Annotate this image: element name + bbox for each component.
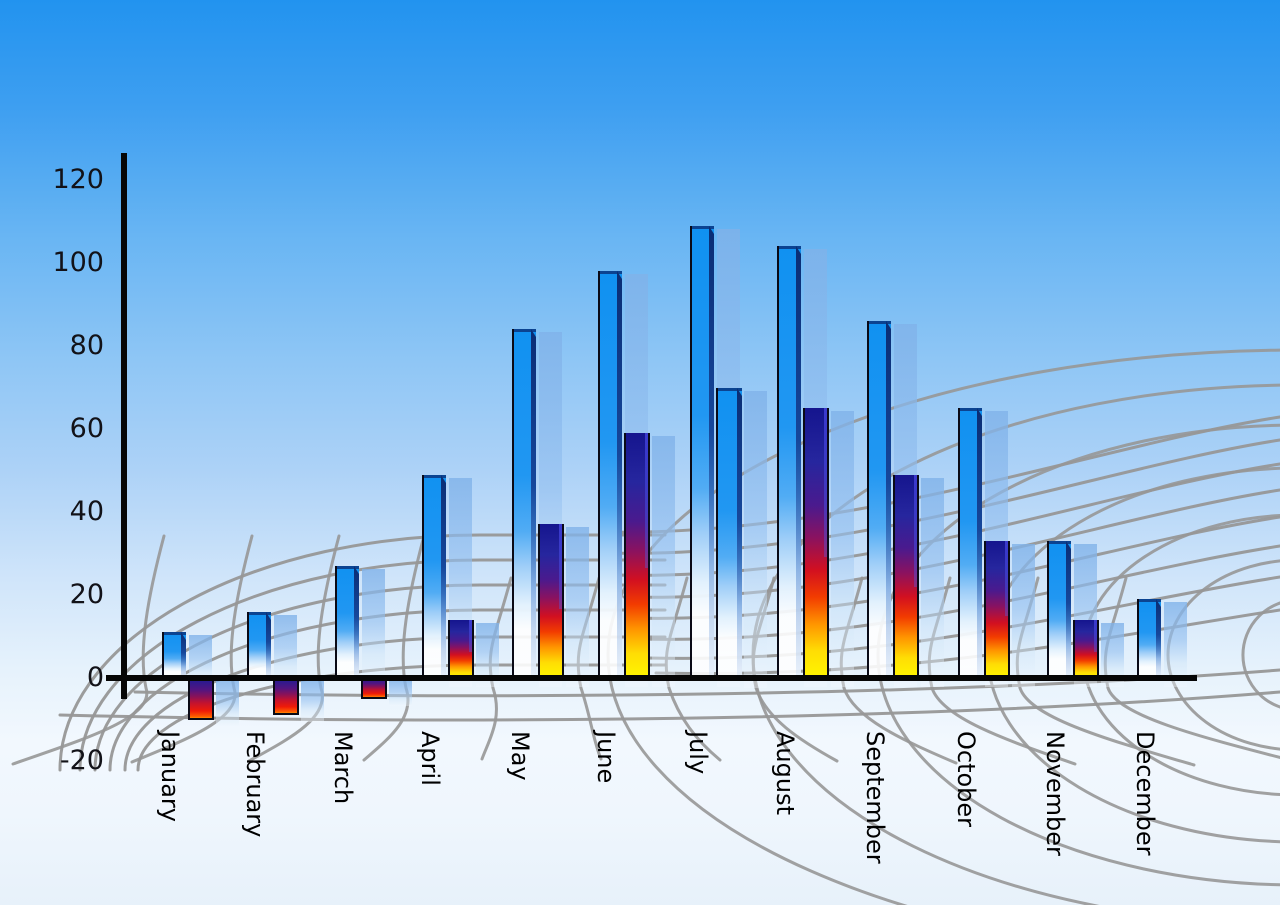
x-label-november: November [1041, 731, 1069, 856]
grid-line [480, 576, 513, 761]
bar-august-secondary [803, 408, 829, 678]
bar-january-secondary-echo [216, 681, 239, 727]
bar-february-secondary-echo [301, 681, 324, 722]
grid-line [1241, 601, 1280, 709]
x-label-march: March [329, 731, 357, 805]
x-axis-line [106, 675, 1197, 681]
grid-line [93, 583, 667, 772]
bar-june-primary [598, 271, 622, 678]
y-tick-label-100: 100 [52, 247, 104, 278]
grid-line [58, 690, 1280, 722]
bar-september-secondary-echo [921, 478, 944, 687]
bar-october-secondary [984, 541, 1010, 678]
x-label-august: August [771, 731, 799, 815]
bar-may-secondary [538, 524, 564, 678]
y-tick-label-20: 20 [69, 579, 104, 610]
bar-april-primary [422, 475, 446, 678]
bar-july-secondary [716, 388, 742, 679]
bar-october-primary [958, 408, 982, 678]
x-label-april: April [416, 731, 444, 786]
bar-august-primary [777, 246, 801, 678]
bar-april-secondary-echo [476, 623, 499, 687]
bar-february-secondary [273, 678, 299, 715]
x-label-september: September [861, 731, 889, 864]
x-label-july: July [684, 731, 712, 775]
y-tick-label-0: 0 [86, 662, 104, 693]
x-label-december: December [1131, 731, 1159, 856]
bar-february-primary-echo [274, 615, 297, 687]
y-tick-label-80: 80 [69, 330, 104, 361]
bar-march-secondary [361, 678, 387, 699]
bar-june-secondary [624, 433, 650, 678]
bar-july-primary [690, 226, 714, 678]
x-label-october: October [952, 731, 980, 828]
bar-september-secondary [893, 475, 919, 678]
bar-december-primary [1137, 599, 1161, 678]
grid-line [11, 534, 166, 766]
bar-january-primary [162, 632, 186, 678]
bar-january-secondary [188, 678, 214, 720]
bar-june-secondary-echo [652, 436, 675, 687]
x-label-january: January [156, 731, 184, 822]
grid-line [58, 533, 667, 772]
bar-march-primary [335, 566, 359, 678]
y-tick-label--20: -20 [59, 745, 104, 776]
bar-august-secondary-echo [831, 411, 854, 687]
bar-september-primary [867, 321, 891, 678]
bar-february-primary [247, 612, 271, 678]
bar-december-primary-echo [1164, 602, 1187, 687]
x-label-february: February [241, 731, 269, 838]
grid-line [78, 558, 667, 772]
bar-january-primary-echo [189, 635, 212, 687]
y-tick-label-120: 120 [52, 164, 104, 195]
bar-november-secondary-echo [1101, 623, 1124, 687]
bar-november-primary [1047, 541, 1071, 678]
bar-october-secondary-echo [1012, 544, 1035, 687]
bar-march-secondary-echo [389, 681, 412, 706]
y-axis-line [121, 153, 127, 699]
x-label-may: May [506, 731, 534, 781]
bar-november-secondary [1073, 620, 1099, 678]
bar-may-secondary-echo [566, 527, 589, 687]
grid-line [123, 635, 667, 772]
bar-may-primary [512, 329, 536, 678]
bar-april-secondary [448, 620, 474, 678]
bar-march-primary-echo [362, 569, 385, 687]
y-tick-label-40: 40 [69, 496, 104, 527]
x-label-june: June [592, 731, 620, 784]
bar-july-secondary-echo [744, 391, 767, 688]
y-tick-label-60: 60 [69, 413, 104, 444]
